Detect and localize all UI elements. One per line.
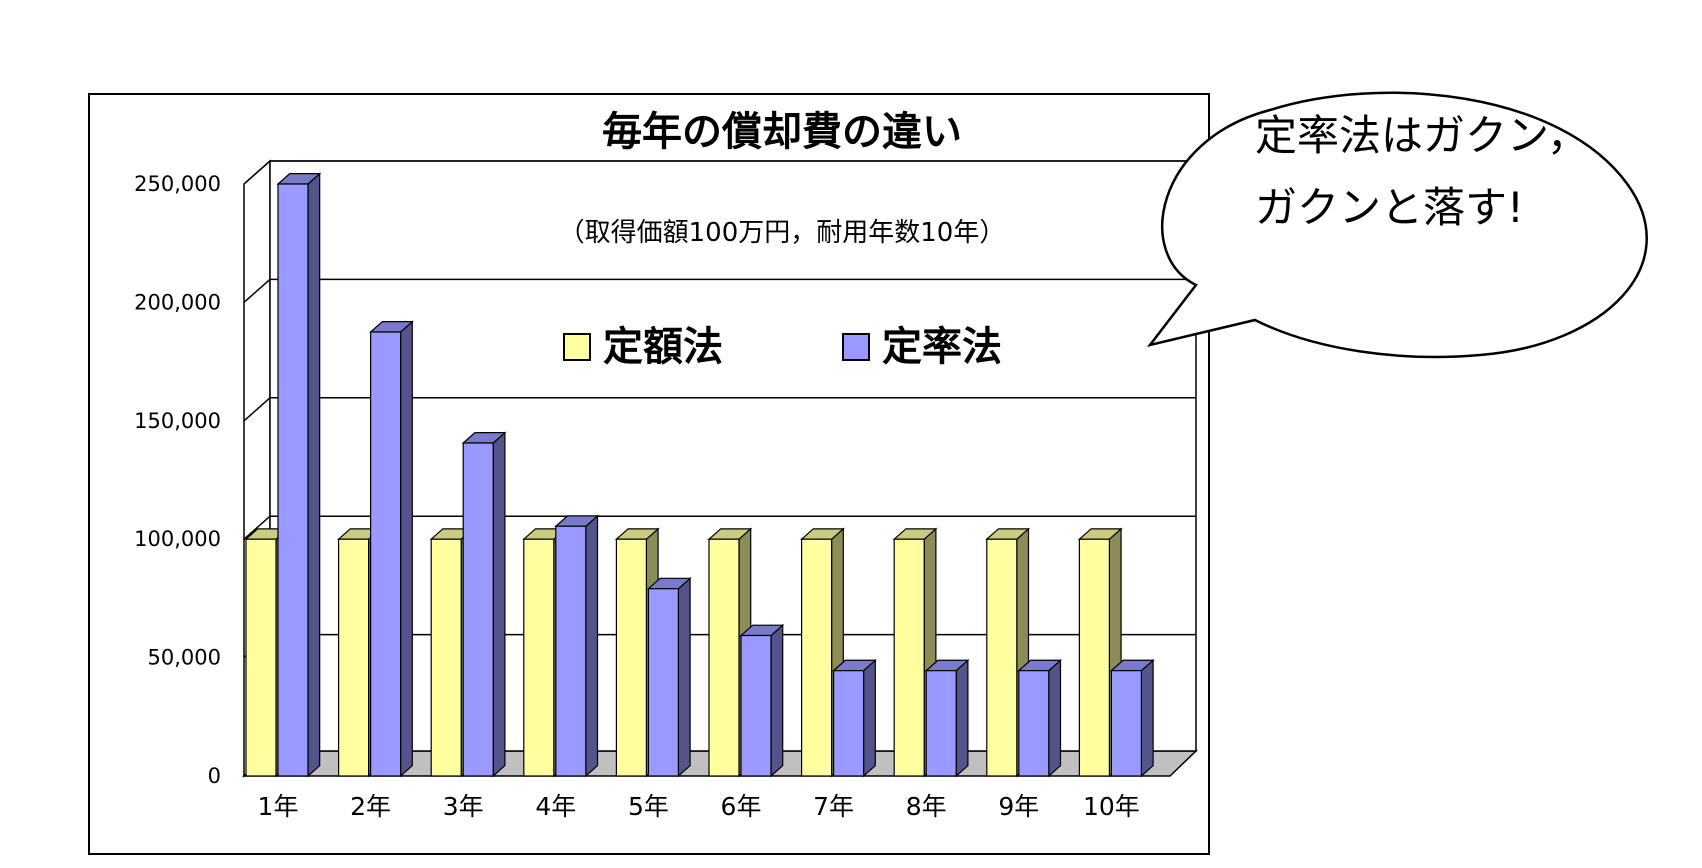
bars-group xyxy=(244,172,1155,778)
bar-teiritsu xyxy=(739,623,785,778)
legend-swatch-teigaku xyxy=(563,333,591,361)
chart-title: 毎年の償却費の違い xyxy=(602,109,962,155)
y-tick-label: 150,000 xyxy=(134,409,221,433)
bar-teiritsu xyxy=(369,320,414,778)
x-tick-label: 5年 xyxy=(628,792,669,821)
bar-teiritsu xyxy=(1017,658,1063,778)
x-tick-label: 2年 xyxy=(350,792,391,821)
chart-subtitle: （取得価額100万円，耐用年数10年） xyxy=(559,218,1006,248)
x-tick-label: 3年 xyxy=(443,792,484,821)
x-axis-tick-labels: 1年 2年 3年 4年 5年 6年 7年 8年 9年 10年 xyxy=(258,792,1140,821)
x-tick-label: 4年 xyxy=(535,792,576,821)
gridline xyxy=(243,278,1196,303)
legend: 定額法 定率法 xyxy=(563,324,1002,370)
gridline xyxy=(243,397,1196,422)
gridline xyxy=(243,160,1196,185)
bar-teiritsu xyxy=(1109,658,1155,778)
speech-bubble-shape xyxy=(1146,91,1648,359)
callout-line-1: 定率法はガクン， xyxy=(1255,111,1589,160)
y-tick-label: 200,000 xyxy=(134,290,221,314)
x-tick-label: 10年 xyxy=(1083,792,1140,821)
legend-swatch-teiritsu xyxy=(842,333,870,361)
x-tick-label: 8年 xyxy=(906,792,947,821)
y-tick-label: 100,000 xyxy=(134,527,221,551)
callout-line-2: ガクンと落す! xyxy=(1255,183,1524,232)
x-tick-label: 1年 xyxy=(258,792,299,821)
x-tick-label: 9年 xyxy=(998,792,1039,821)
x-tick-label: 6年 xyxy=(721,792,762,821)
x-tick-label: 7年 xyxy=(813,792,854,821)
y-tick-label: 0 xyxy=(208,764,221,788)
y-tick-label: 50,000 xyxy=(148,646,221,670)
y-tick-label: 250,000 xyxy=(134,172,221,196)
bar-teiritsu xyxy=(461,431,507,778)
bar-teiritsu xyxy=(554,514,600,778)
bar-teiritsu xyxy=(924,658,970,778)
bar-teiritsu xyxy=(832,658,877,778)
y-axis-tick-labels: 0 50,000 100,000 150,000 200,000 250,000 xyxy=(134,172,221,788)
speech-bubble-callout: 定率法はガクン， ガクンと落す! xyxy=(1146,91,1648,359)
bar-teiritsu xyxy=(276,172,322,778)
legend-label-teigaku: 定額法 xyxy=(603,324,723,370)
bar-teiritsu xyxy=(646,577,692,778)
legend-label-teiritsu: 定率法 xyxy=(882,324,1002,370)
gridline xyxy=(243,515,1196,540)
